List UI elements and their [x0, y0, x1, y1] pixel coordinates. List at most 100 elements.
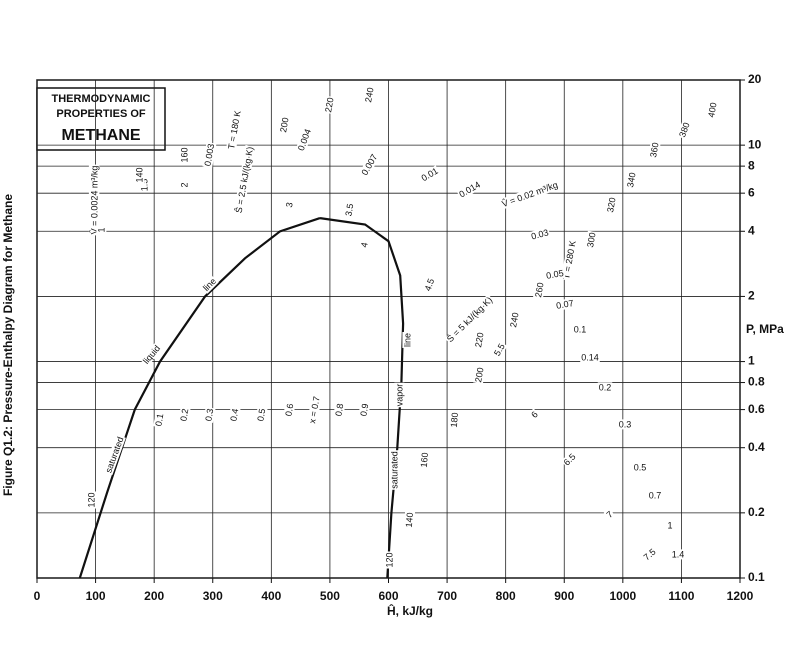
curve-label: 0.004: [296, 127, 313, 152]
label-background: [96, 226, 107, 234]
curve-label: 0.14: [581, 352, 599, 362]
curve-label: V̂ = 0.0024 m³/kg: [89, 166, 99, 235]
curve-label: 0.3: [619, 419, 632, 429]
label-background: [544, 267, 566, 282]
label-background: [422, 276, 437, 294]
y-tick-label: 0.1: [748, 570, 765, 584]
label-background: [670, 549, 686, 560]
label-background: [228, 406, 241, 423]
y-tick-label: 0.8: [748, 375, 765, 389]
label-background: [491, 340, 508, 359]
curve-label: 0.003: [203, 143, 217, 167]
label-background: [604, 195, 618, 215]
y-tick-label: 20: [748, 72, 762, 86]
curve-label: V̂ = 0.02 m³/kg: [500, 179, 559, 209]
label-background: [102, 434, 126, 476]
curve-label: 240: [363, 87, 375, 104]
label-background: [456, 178, 483, 200]
label-background: [676, 120, 693, 140]
label-background: [572, 324, 588, 335]
y-tick-label: 1: [748, 354, 755, 368]
curve-label: T = 180 K: [226, 110, 243, 150]
label-background: [632, 462, 648, 473]
curve-label: 240: [508, 312, 520, 329]
label-background: [134, 166, 145, 184]
curve-label: 0.2: [599, 382, 612, 392]
curve-label: line: [402, 333, 412, 347]
label-background: [88, 164, 100, 236]
label-background: [362, 85, 376, 105]
curve-label: 340: [625, 172, 637, 189]
label-background: [277, 115, 291, 135]
y-tick-label: 6: [748, 185, 755, 199]
curve-label: 120: [384, 552, 394, 567]
label-background: [179, 146, 190, 164]
label-background: [203, 406, 216, 423]
label-background: [554, 297, 576, 312]
curve-label: 7: [604, 509, 614, 520]
curve-label: 3: [284, 202, 295, 209]
curve-label: 1.5: [139, 179, 149, 192]
label-background: [358, 401, 371, 418]
label-background: [617, 419, 633, 430]
curve-label: 300: [585, 232, 597, 249]
label-background: [295, 126, 314, 154]
label-background: [507, 310, 521, 330]
curve-label: 0.2: [178, 408, 190, 422]
curve-label: 1.4: [672, 549, 685, 559]
curve-label: 2: [179, 182, 189, 187]
curve-label: 0.3: [203, 408, 215, 422]
curve-label: 0.5: [634, 462, 647, 472]
label-background: [389, 450, 400, 490]
curve-label: 0.03: [530, 227, 550, 241]
label-background: [560, 450, 579, 469]
x-tick-label: 1000: [609, 589, 636, 603]
label-background: [283, 200, 295, 210]
label-background: [384, 551, 395, 569]
curve-label: 260: [533, 282, 545, 299]
saturation-line: [319, 217, 405, 579]
label-background: [418, 451, 431, 469]
label-background: [666, 520, 674, 531]
label-background: [306, 394, 322, 426]
label-background: [322, 95, 336, 115]
label-background: [528, 408, 541, 421]
label-background: [597, 382, 613, 393]
curve-label: Ŝ = 5 kJ/(kg·K): [445, 295, 494, 344]
label-background: [584, 230, 598, 250]
x-tick-label: 1200: [727, 589, 754, 603]
y-tick-label: 0.2: [748, 505, 765, 519]
curve-label: 160: [179, 147, 189, 162]
curve-label: 5.5: [492, 342, 507, 358]
label-background: [86, 491, 97, 509]
curve-label: 220: [323, 97, 335, 114]
curve-label: x = 0.7: [307, 396, 322, 425]
curve-label: 1: [667, 520, 672, 530]
x-tick-label: 600: [378, 589, 398, 603]
curve-label: 200: [278, 117, 290, 134]
curve-label: 140: [134, 167, 144, 182]
label-background: [647, 140, 661, 160]
curve-label: 0.4: [228, 408, 240, 422]
curve-label: 1: [96, 227, 106, 232]
y-tick-label: 0.6: [748, 402, 765, 416]
label-background: [402, 331, 413, 349]
curve-label: 0.07: [555, 298, 574, 311]
y-tick-label: 8: [748, 158, 755, 172]
label-background: [200, 275, 219, 294]
curve-label: 0.9: [358, 403, 370, 417]
label-background: [603, 508, 616, 521]
curve-label: 320: [605, 197, 617, 214]
curve-label: vapor: [394, 384, 404, 407]
curve-label: Ŝ = 2.5 kJ/(kg·K): [234, 146, 256, 214]
title-line: PROPERTIES OF: [56, 108, 146, 120]
curve-label: 4.5: [423, 277, 437, 292]
label-background: [499, 178, 561, 210]
y-tick-label: 2: [748, 289, 755, 303]
label-background: [140, 342, 163, 367]
x-tick-label: 400: [261, 589, 281, 603]
label-background: [358, 151, 380, 178]
curve-label: 0.007: [359, 152, 379, 177]
label-background: [448, 411, 461, 429]
